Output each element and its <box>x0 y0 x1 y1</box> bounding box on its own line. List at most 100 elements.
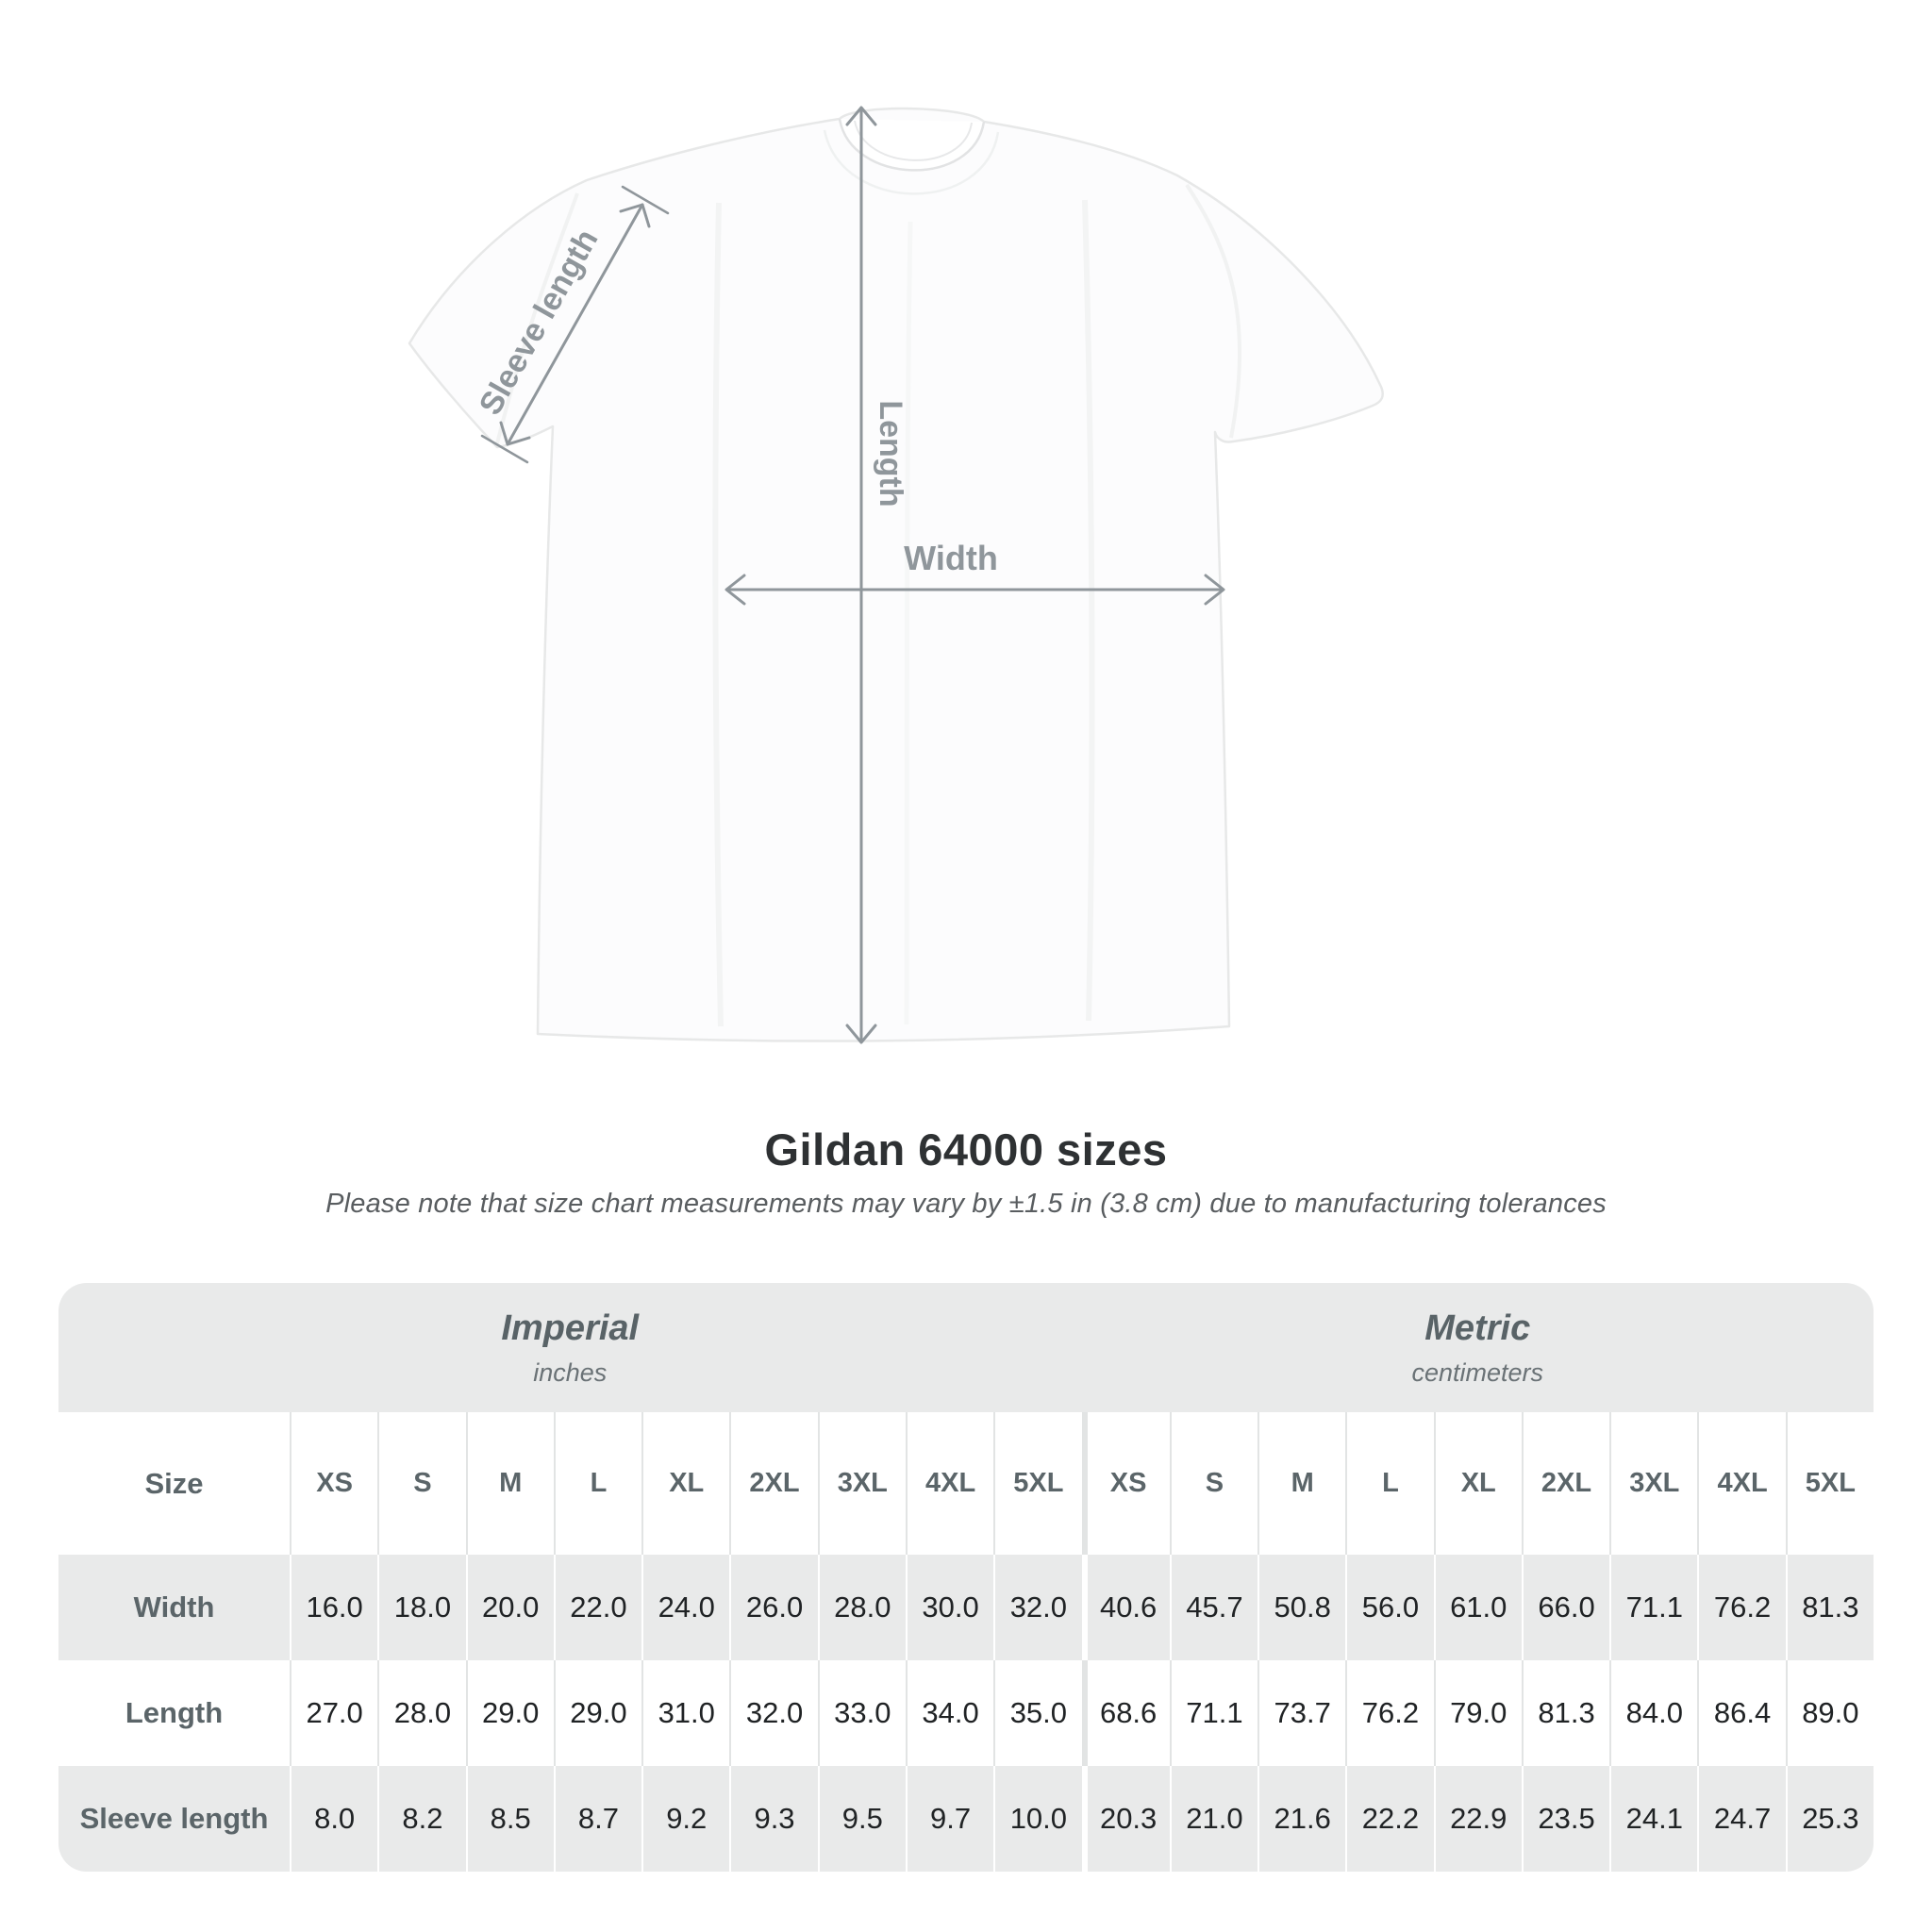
table-body: Width 16.0 18.0 20.0 22.0 24.0 26.0 28.0 30.0 32.… <box>58 1555 1874 1872</box>
size-column-header: XS <box>290 1412 377 1555</box>
measurement-value: 23.5 <box>1521 1766 1609 1872</box>
measurement-value: 89.0 <box>1785 1660 1874 1766</box>
size-column-header: M <box>1257 1412 1345 1555</box>
measurement-value: 9.3 <box>729 1766 817 1872</box>
size-column-header: L <box>553 1412 641 1555</box>
width-label: Width <box>904 539 998 577</box>
measurement-value: 56.0 <box>1345 1555 1433 1660</box>
measurement-value: 8.2 <box>377 1766 465 1872</box>
size-column-header: 4XL <box>905 1412 993 1555</box>
size-column-header: XL <box>641 1412 729 1555</box>
length-dimension-arrow <box>845 106 877 1044</box>
measurement-value: 9.7 <box>905 1766 993 1872</box>
measurement-value: 18.0 <box>377 1555 465 1660</box>
measurement-value: 61.0 <box>1433 1555 1522 1660</box>
row-label: Width <box>133 1591 215 1624</box>
tshirt-illustration <box>408 107 1384 1042</box>
measurement-value: 21.0 <box>1169 1766 1257 1872</box>
size-column-header: S <box>377 1412 465 1555</box>
measurement-value: 30.0 <box>905 1555 993 1660</box>
unit-group-header-row: Imperial inches Metric centimeters <box>58 1283 1874 1412</box>
measurement-value: 24.0 <box>641 1555 729 1660</box>
size-column-header: S <box>1169 1412 1257 1555</box>
measurement-value: 28.0 <box>377 1660 465 1766</box>
size-column-header: XS <box>1081 1412 1170 1555</box>
row-label: Length <box>125 1696 224 1729</box>
measurement-value: 29.0 <box>553 1660 641 1766</box>
measurement-value: 71.1 <box>1169 1660 1257 1766</box>
size-column-header: 5XL <box>1785 1412 1874 1555</box>
measurement-value: 28.0 <box>817 1555 906 1660</box>
measurement-value: 25.3 <box>1785 1766 1874 1872</box>
measurement-value: 50.8 <box>1257 1555 1345 1660</box>
measurement-value: 24.1 <box>1609 1766 1697 1872</box>
imperial-unit-label: inches <box>533 1357 608 1387</box>
measurement-value: 66.0 <box>1521 1555 1609 1660</box>
measurement-value: 81.3 <box>1521 1660 1609 1766</box>
size-header-row: Size XS S M L XL 2XL 3XL 4XL 5XL XS S M L XL 2XL 3XL 4XL… <box>58 1412 1874 1555</box>
measurement-value: 81.3 <box>1785 1555 1874 1660</box>
measurement-value: 8.5 <box>465 1766 554 1872</box>
metric-label: Metric <box>1424 1307 1531 1348</box>
width-dimension-arrow <box>724 574 1225 606</box>
table-row: Sleeve length 8.0 8.2 8.5 8.7 9.2 9.3 9.5 9.7 10.… <box>58 1766 1874 1872</box>
length-label: Length <box>873 400 908 507</box>
measurement-value: 29.0 <box>465 1660 554 1766</box>
size-column-header: 3XL <box>817 1412 906 1555</box>
tolerance-note: Please note that size chart measurements… <box>325 1189 1607 1220</box>
measurement-value: 22.9 <box>1433 1766 1522 1872</box>
measurement-value: 35.0 <box>993 1660 1081 1766</box>
collar <box>823 118 1000 195</box>
measurement-value: 22.0 <box>553 1555 641 1660</box>
measurement-value: 76.2 <box>1345 1660 1433 1766</box>
measurement-value: 86.4 <box>1697 1660 1785 1766</box>
row-label: Sleeve length <box>79 1802 269 1835</box>
measurement-value: 73.7 <box>1257 1660 1345 1766</box>
measurement-value: 45.7 <box>1169 1555 1257 1660</box>
measurement-value: 84.0 <box>1609 1660 1697 1766</box>
measurement-value: 79.0 <box>1433 1660 1522 1766</box>
size-chart-table: Imperial inches Metric centimeters Size … <box>58 1283 1874 1872</box>
imperial-label: Imperial <box>501 1307 640 1348</box>
measurement-value: 76.2 <box>1697 1555 1785 1660</box>
measurement-value: 32.0 <box>993 1555 1081 1660</box>
size-diagram: Sleeve length Length Width <box>408 106 1384 1044</box>
measurement-value: 21.6 <box>1257 1766 1345 1872</box>
measurement-value: 10.0 <box>993 1766 1081 1872</box>
measurement-value: 8.7 <box>553 1766 641 1872</box>
size-column-header: 2XL <box>729 1412 817 1555</box>
measurement-value: 27.0 <box>290 1660 377 1766</box>
imperial-group-header: Imperial inches <box>58 1283 1082 1412</box>
table-row: Length 27.0 28.0 29.0 29.0 31.0 32.0 33.0 34.0 35… <box>58 1660 1874 1766</box>
size-column-header: 4XL <box>1697 1412 1785 1555</box>
measurement-value: 34.0 <box>905 1660 993 1766</box>
measurement-value: 40.6 <box>1081 1555 1170 1660</box>
measurement-value: 31.0 <box>641 1660 729 1766</box>
measurement-value: 9.5 <box>817 1766 906 1872</box>
measurement-value: 22.2 <box>1345 1766 1433 1872</box>
sleeve-length-dimension-arrow <box>480 185 670 464</box>
tshirt-diagram-svg: Sleeve length Length Width <box>408 106 1384 1044</box>
measurement-value: 16.0 <box>290 1555 377 1660</box>
size-column-header: 5XL <box>993 1412 1081 1555</box>
size-column-header: L <box>1345 1412 1433 1555</box>
measurement-value: 32.0 <box>729 1660 817 1766</box>
size-row-label: Size <box>144 1466 204 1500</box>
measurement-value: 26.0 <box>729 1555 817 1660</box>
measurement-value: 24.7 <box>1697 1766 1785 1872</box>
measurement-value: 9.2 <box>641 1766 729 1872</box>
metric-unit-label: centimeters <box>1411 1357 1544 1387</box>
size-column-header: M <box>465 1412 554 1555</box>
measurement-value: 68.6 <box>1081 1660 1170 1766</box>
page-title: Gildan 64000 sizes <box>764 1124 1168 1174</box>
metric-group-header: Metric centimeters <box>1082 1283 1874 1412</box>
size-column-header: XL <box>1433 1412 1522 1555</box>
measurement-value: 20.3 <box>1081 1766 1170 1872</box>
measurement-value: 33.0 <box>817 1660 906 1766</box>
measurement-value: 8.0 <box>290 1766 377 1872</box>
measurement-value: 71.1 <box>1609 1555 1697 1660</box>
table-row: Width 16.0 18.0 20.0 22.0 24.0 26.0 28.0 30.0 32.… <box>58 1555 1874 1660</box>
size-column-header: 3XL <box>1609 1412 1697 1555</box>
size-column-header: 2XL <box>1521 1412 1609 1555</box>
measurement-value: 20.0 <box>465 1555 554 1660</box>
